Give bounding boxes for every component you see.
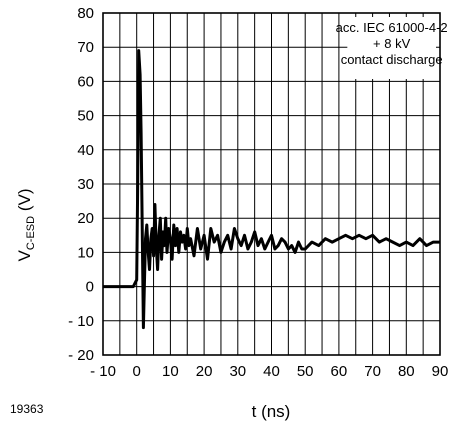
x-tick-labels: - 10 0 10 20 30 40 50 60 70 80 90	[90, 363, 448, 380]
y-tick-label: 10	[77, 244, 94, 261]
y-axis-label: VC-ESD (V)	[15, 189, 37, 262]
y-tick-label: - 20	[68, 347, 94, 364]
annotation-box: acc. IEC 61000-4-2 + 8 kV contact discha…	[336, 17, 448, 79]
x-axis-label: t (ns)	[252, 402, 291, 421]
x-tick-label: 60	[331, 363, 348, 380]
y-tick-label: 50	[77, 108, 94, 125]
x-tick-label: 80	[398, 363, 415, 380]
series-line	[103, 49, 440, 330]
x-tick-label: - 10	[90, 363, 116, 380]
y-tick-label: 30	[77, 176, 94, 193]
y-tick-label: 60	[77, 73, 94, 90]
svg-text:VC-ESD (V): VC-ESD (V)	[15, 189, 37, 262]
x-tick-label: 50	[297, 363, 314, 380]
plot-frame	[102, 12, 441, 356]
y-tick-label: 20	[77, 210, 94, 227]
y-tick-label: 70	[77, 39, 94, 56]
annotation-line-2: + 8 kV	[373, 36, 411, 51]
x-tick-label: 20	[196, 363, 213, 380]
y-axis-label-main: V	[15, 249, 34, 261]
y-tick-label: 80	[77, 5, 94, 22]
y-tick-label: 0	[86, 279, 94, 296]
annotation-line-1: acc. IEC 61000-4-2	[336, 20, 448, 35]
y-tick-labels: - 20 - 10 0 10 20 30 40 50 60 70 80	[68, 5, 94, 364]
y-tick-label: 40	[77, 142, 94, 159]
y-axis-label-unit: (V)	[15, 189, 34, 216]
x-tick-label: 70	[364, 363, 381, 380]
annotation-line-3: contact discharge	[341, 52, 443, 67]
y-axis-label-sub: C-ESD	[25, 216, 37, 250]
grid	[102, 12, 441, 356]
figure-id: 19363	[10, 402, 44, 416]
x-tick-label: 30	[229, 363, 246, 380]
x-tick-label: 0	[133, 363, 141, 380]
x-tick-label: 90	[432, 363, 449, 380]
x-tick-label: 10	[162, 363, 179, 380]
y-tick-label: - 10	[68, 313, 94, 330]
x-tick-label: 40	[263, 363, 280, 380]
